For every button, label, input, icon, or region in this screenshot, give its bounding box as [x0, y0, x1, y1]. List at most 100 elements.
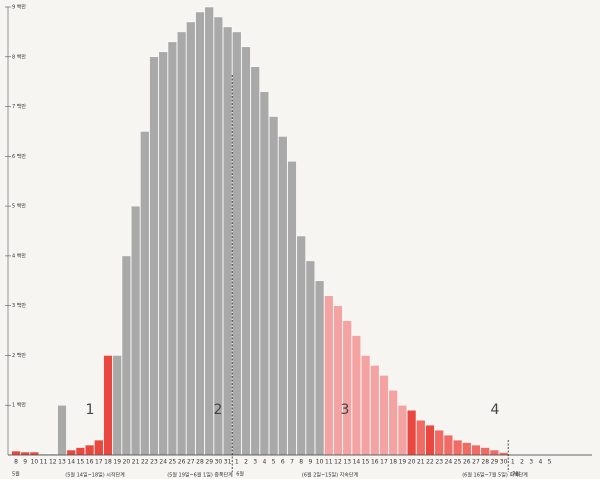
x-tick-label: 8 [299, 459, 303, 466]
y-tick-label: 8 백만 [12, 53, 26, 60]
y-tick-label: 7 백만 [12, 103, 26, 110]
x-tick-label: 1 [235, 459, 239, 466]
bar [121, 255, 132, 456]
x-tick-label: 16 [86, 459, 94, 466]
x-tick-label: 14 [353, 459, 361, 466]
bar [416, 419, 426, 456]
x-tick-label: 3 [529, 459, 533, 466]
x-tick-label: 7 [290, 459, 294, 466]
bar [351, 335, 362, 456]
x-tick-label: 5 [272, 459, 276, 466]
bar [296, 235, 306, 456]
bar [84, 444, 95, 456]
y-tick-label: 9 백만 [12, 4, 26, 11]
phase-caption: (6월 2일~15일) 지속단계 [302, 472, 359, 479]
x-tick-label: 25 [169, 459, 177, 466]
x-tick-label: 20 [123, 459, 131, 466]
x-tick-label: 21 [132, 459, 140, 466]
bar [176, 31, 187, 456]
x-tick-label: 30 [215, 459, 223, 466]
bar [397, 404, 408, 456]
x-tick-label: 9 [308, 459, 312, 466]
bar [324, 295, 334, 456]
x-tick-label: 22 [426, 459, 434, 466]
bar [158, 51, 168, 456]
bar [406, 409, 417, 456]
x-tick-label: 12 [334, 459, 342, 466]
bar [314, 280, 325, 456]
bar [268, 116, 279, 456]
bar [140, 131, 150, 456]
x-tick-label: 28 [196, 459, 204, 466]
x-tick-label: 11 [325, 459, 333, 466]
x-tick-label: 19 [113, 459, 121, 466]
x-tick-label: 31 [224, 459, 232, 466]
phase-caption: (5월 14일~18일) 시작단계 [65, 472, 125, 479]
bar [20, 451, 30, 456]
phase-label: 4 [491, 402, 500, 418]
bar [57, 404, 67, 456]
bar [471, 444, 481, 456]
x-tick-label: 10 [316, 459, 324, 466]
phase-label: 1 [86, 402, 95, 418]
x-tick-label: 2 [244, 459, 248, 466]
bar [370, 365, 380, 456]
bar [11, 450, 21, 456]
bar [222, 26, 233, 456]
x-tick-label: 1 [511, 459, 515, 466]
bar [94, 439, 104, 456]
x-tick-label: 25 [454, 459, 462, 466]
x-tick-label: 18 [104, 459, 112, 466]
x-tick-label: 24 [445, 459, 453, 466]
y-tick-label: 4 백만 [12, 252, 26, 259]
phase-label: 3 [341, 402, 350, 418]
bar [259, 91, 270, 456]
bar [195, 11, 205, 456]
y-tick-label: 1 백만 [12, 402, 26, 409]
bar [452, 439, 463, 456]
phase-caption: (6월 16일~7월 5일) 회복단계 [462, 472, 528, 479]
bar [379, 375, 389, 456]
bar [333, 305, 343, 456]
x-tick-label: 22 [141, 459, 149, 466]
x-tick-label: 29 [205, 459, 213, 466]
bar [204, 6, 214, 456]
bar [232, 31, 242, 456]
x-tick-label: 29 [491, 459, 499, 466]
bar [342, 320, 352, 456]
bar [112, 355, 122, 456]
bar [167, 41, 178, 456]
y-tick-label: 2 백만 [12, 352, 26, 359]
bar [250, 66, 260, 456]
x-tick-label: 20 [408, 459, 416, 466]
x-tick-label: 23 [435, 459, 443, 466]
y-tick-label: 6 백만 [12, 153, 26, 160]
x-tick-label: 6 [281, 459, 285, 466]
x-tick-label: 11 [40, 459, 48, 466]
x-tick-label: 21 [417, 459, 425, 466]
bar [75, 447, 86, 456]
x-tick-label: 26 [463, 459, 471, 466]
x-tick-label: 3 [253, 459, 257, 466]
phase-caption: (5월 19일~6월 1일) 증폭단계 [167, 472, 233, 479]
month-label: 5월 [12, 471, 20, 478]
x-tick-label: 17 [380, 459, 388, 466]
x-tick-label: 24 [159, 459, 167, 466]
x-tick-label: 8 [14, 459, 18, 466]
bar [149, 56, 159, 456]
bar [130, 205, 141, 456]
bar [305, 260, 316, 456]
x-tick-label: 27 [187, 459, 195, 466]
bar [278, 136, 288, 456]
x-tick-label: 13 [58, 459, 66, 466]
x-tick-label: 2 [520, 459, 524, 466]
phase-label: 2 [214, 402, 223, 418]
x-tick-label: 15 [362, 459, 370, 466]
bar [287, 161, 297, 456]
month-label: 6월 [236, 471, 244, 478]
x-tick-label: 13 [343, 459, 351, 466]
x-tick-label: 10 [31, 459, 39, 466]
x-tick-label: 23 [150, 459, 158, 466]
bar [388, 390, 398, 456]
